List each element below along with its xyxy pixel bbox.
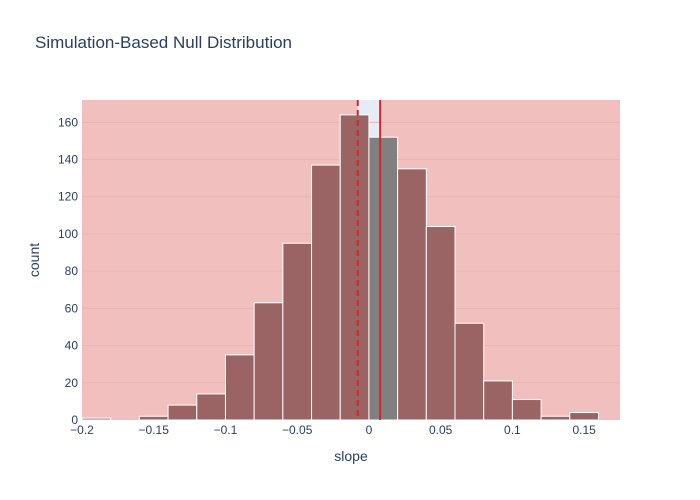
histogram-bar — [483, 380, 513, 421]
histogram-bar — [454, 322, 485, 421]
y-tick-label: 140 — [58, 153, 78, 167]
histogram-bar — [425, 226, 456, 421]
histogram-bar — [511, 399, 542, 421]
histogram-bar — [569, 412, 599, 421]
histogram-bar — [196, 393, 226, 421]
y-axis-title: count — [26, 243, 42, 277]
histogram-bar — [397, 168, 427, 421]
y-tick-label: 160 — [58, 115, 78, 129]
histogram-bar — [540, 415, 571, 421]
x-tick-label: 0.05 — [429, 423, 453, 437]
histogram-bar — [282, 242, 313, 421]
histogram-bar — [311, 164, 341, 421]
x-tick-label: −0.1 — [214, 423, 238, 437]
y-tick-label: 0 — [71, 413, 78, 427]
histogram-bar — [224, 354, 255, 421]
y-tick-label: 40 — [65, 339, 79, 353]
x-tick-label: −0.05 — [282, 423, 313, 437]
y-tick-label: 80 — [65, 264, 79, 278]
y-tick-label: 120 — [58, 190, 78, 204]
y-tick-label: 20 — [65, 376, 79, 390]
y-tick-label: 60 — [65, 301, 79, 315]
histogram-bar — [368, 136, 399, 421]
x-tick-label: 0.1 — [504, 423, 521, 437]
histogram-bar — [253, 302, 284, 421]
x-tick-label: −0.15 — [139, 423, 170, 437]
histogram-bar — [167, 404, 198, 421]
histogram-bar — [339, 114, 370, 421]
histogram-bar — [138, 415, 169, 421]
chart-title: Simulation-Based Null Distribution — [35, 33, 293, 52]
x-tick-label: 0.15 — [572, 423, 596, 437]
x-tick-label: 0 — [366, 423, 373, 437]
x-tick-label: −0.2 — [70, 423, 94, 437]
y-tick-label: 100 — [58, 227, 78, 241]
histogram-bar — [81, 417, 112, 421]
x-axis-title: slope — [334, 448, 368, 464]
